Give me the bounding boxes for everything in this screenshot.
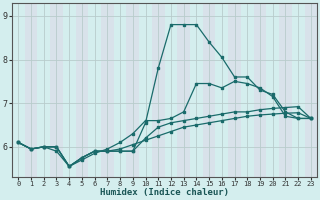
Bar (25, 3, 37, 177)
Bar (50, 3, 63, 177)
Bar (126, 3, 139, 177)
Bar (279, 3, 292, 177)
Bar (254, 3, 266, 177)
Bar (305, 3, 317, 177)
Bar (101, 3, 114, 177)
Bar (203, 3, 215, 177)
X-axis label: Humidex (Indice chaleur): Humidex (Indice chaleur) (100, 188, 229, 197)
Bar (152, 3, 164, 177)
Bar (76, 3, 88, 177)
Bar (228, 3, 241, 177)
Bar (177, 3, 190, 177)
